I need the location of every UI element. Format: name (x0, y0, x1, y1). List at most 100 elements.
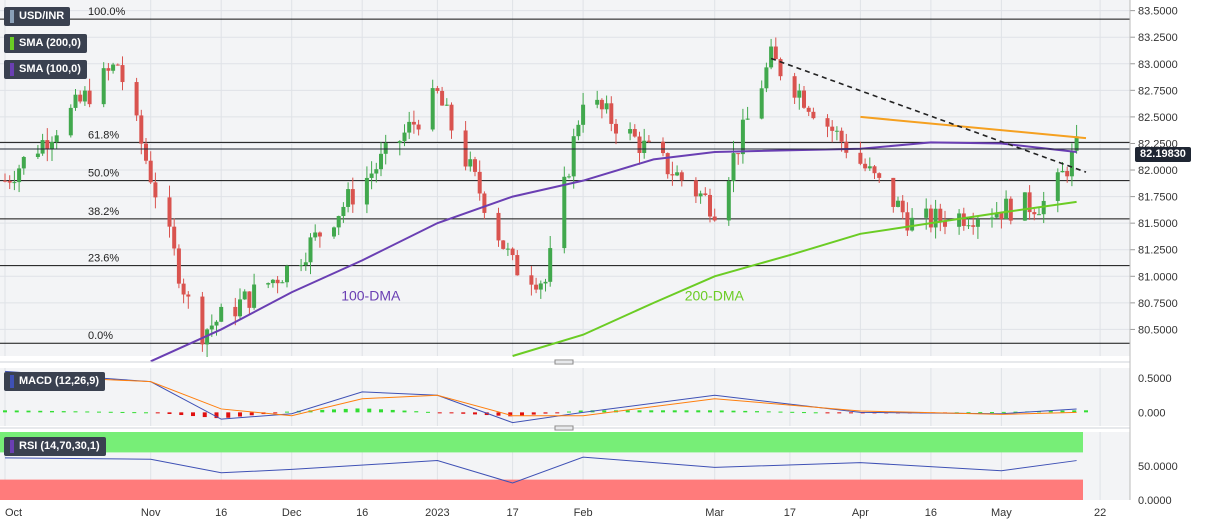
macd-histogram-bar (402, 410, 407, 413)
fib-level-label: 23.6% (88, 253, 119, 265)
candle-body (54, 135, 59, 143)
candle-body (7, 180, 12, 183)
candle-body (966, 225, 971, 227)
candle-body (642, 140, 647, 153)
candle-body (233, 306, 238, 317)
macd-histogram-bar (320, 409, 325, 413)
candle-body (313, 232, 318, 238)
macd-histogram-bar (496, 412, 501, 416)
x-tick-label: 16 (356, 507, 368, 519)
candle-body (17, 168, 22, 183)
candle-body (40, 140, 45, 154)
macd-histogram-bar (849, 412, 853, 414)
candle-body (308, 237, 313, 263)
candle-body (186, 294, 191, 297)
symbol-legend[interactable]: USD/INR (4, 7, 71, 26)
candle-body (515, 255, 520, 276)
candle-body (595, 99, 600, 105)
rsi-y-tick-label: 0.0000 (1138, 495, 1172, 507)
macd-histogram-bar (520, 412, 524, 416)
sma100-line (150, 141, 1077, 363)
candle-body (858, 152, 863, 164)
dma100-annotation: 100-DMA (341, 288, 401, 304)
resistance-line (860, 115, 1087, 140)
macd-histogram-bar (778, 411, 783, 413)
rsi-oversold-zone (0, 479, 1083, 500)
candle-body (933, 208, 938, 228)
candle-body (708, 194, 712, 217)
candle-body (266, 283, 271, 285)
macd-histogram-bar (390, 409, 395, 413)
candle-body (397, 141, 402, 143)
macd-legend[interactable]: MACD (12,26,9) (4, 372, 106, 391)
rsi-legend[interactable]: RSI (14,70,30,1) (4, 437, 106, 456)
candle-body (106, 68, 111, 71)
sma100-swatch (10, 62, 14, 76)
y-tick-label: 83.2500 (1138, 32, 1178, 44)
y-tick-label: 82.0000 (1138, 165, 1178, 177)
candle-body (435, 88, 440, 91)
macd-histogram-bar (167, 412, 172, 414)
candle-body (449, 104, 454, 131)
y-tick-label: 81.0000 (1138, 271, 1178, 283)
candle-body (238, 299, 242, 317)
x-tick-label: Nov (141, 507, 161, 519)
macd-histogram-bar (202, 412, 207, 418)
candle-body (482, 193, 487, 213)
candle-body (769, 46, 774, 68)
macd-swatch (10, 374, 14, 388)
macd-histogram-bar (508, 412, 513, 417)
rsi-y-tick-label: 50.0000 (1138, 461, 1178, 473)
candle-body (675, 172, 680, 176)
candle-body (961, 213, 966, 226)
macd-histogram-bar (825, 412, 830, 414)
candle-body (679, 172, 684, 181)
candle-body (825, 118, 830, 127)
candle-body (444, 104, 449, 106)
candle-body (1008, 198, 1013, 221)
macd-histogram-bar (743, 410, 748, 413)
macd-line (4, 370, 1077, 424)
candle-body (731, 153, 736, 181)
candle-body (346, 189, 351, 207)
macd-histogram-bar (766, 411, 771, 413)
macd-histogram-bar (978, 412, 983, 414)
candle-body (637, 136, 642, 153)
macd-histogram-bar (684, 410, 689, 413)
candle-body (153, 182, 158, 198)
macd-histogram-bar (1060, 410, 1065, 413)
candle-body (726, 180, 731, 221)
candle-body (670, 174, 675, 176)
macd-histogram-bar (1084, 410, 1088, 413)
candle-body (703, 193, 708, 195)
candle-body (115, 64, 120, 66)
y-tick-label: 83.0000 (1138, 59, 1178, 71)
candle-body (534, 284, 539, 290)
candle-body (374, 169, 379, 174)
candle-body (567, 176, 571, 178)
macd-histogram-bar (966, 412, 971, 414)
y-tick-label: 82.5000 (1138, 112, 1178, 124)
candle-body (778, 59, 783, 77)
candle-body (943, 221, 947, 227)
candle-body (501, 240, 506, 249)
candle-body (148, 160, 153, 183)
x-tick-label: 22 (1094, 507, 1106, 519)
candle-body (369, 173, 374, 178)
macd-histogram-bar (367, 408, 372, 413)
candle-body (416, 124, 421, 130)
macd-histogram-bar (696, 410, 701, 413)
macd-histogram-bar (273, 412, 278, 414)
x-tick-label: Dec (282, 507, 302, 519)
macd-histogram-bar (38, 410, 43, 413)
symbol-swatch (10, 9, 14, 23)
candle-body (863, 163, 868, 169)
candle-body (576, 124, 581, 137)
candle-body (614, 123, 618, 134)
sma100-legend[interactable]: SMA (100,0) (4, 60, 87, 79)
candle-body (214, 321, 219, 326)
macd-histogram-bar (437, 412, 442, 414)
sma200-legend[interactable]: SMA (200,0) (4, 34, 87, 53)
